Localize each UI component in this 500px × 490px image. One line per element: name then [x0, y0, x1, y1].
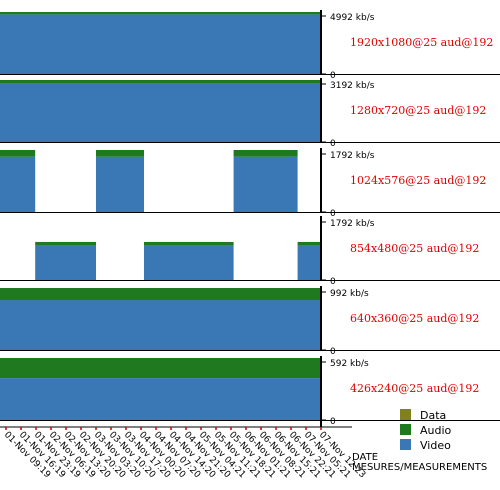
video-bar [297, 245, 320, 280]
y-max-label: 1792 kb/s [330, 219, 375, 229]
audio-bar [233, 150, 298, 157]
profile-label: 1024x576@25 aud@192 [350, 174, 486, 187]
video-bar [96, 156, 144, 212]
audio-bar [0, 80, 320, 84]
profile-label: 426x240@25 aud@192 [350, 382, 479, 395]
legend-label: Video [420, 439, 451, 452]
audio-bar [0, 12, 320, 15]
panel: 4992 kb/s 0 1920x1080@25 aud@192 [0, 10, 500, 81]
x-axis-label: DATE [352, 452, 378, 463]
video-bar [0, 378, 320, 420]
audio-bar [0, 358, 320, 379]
audio-bar [0, 288, 320, 300]
y-zero-label: 0 [330, 347, 336, 357]
x-axis-sublabel: MESURES/MEASUREMENTS [352, 462, 487, 473]
audio-bar [0, 150, 36, 157]
audio-bar [297, 241, 320, 246]
profile-label: 640x360@25 aud@192 [350, 312, 479, 325]
y-max-label: 3192 kb/s [330, 81, 375, 91]
legend-swatch [400, 409, 411, 420]
video-bar [0, 14, 320, 75]
video-bar [233, 156, 298, 212]
y-zero-label: 0 [330, 277, 336, 287]
y-max-label: 4992 kb/s [330, 13, 375, 23]
video-bar [0, 83, 320, 142]
legend: Data Audio Video [400, 409, 452, 452]
y-zero-label: 0 [330, 209, 336, 219]
panel: 1792 kb/s 0 1024x576@25 aud@192 [0, 148, 500, 219]
profile-label: 1280x720@25 aud@192 [350, 104, 486, 117]
profile-label: 854x480@25 aud@192 [350, 242, 479, 255]
audio-bar [35, 241, 96, 246]
y-max-label: 992 kb/s [330, 289, 369, 299]
audio-bar [96, 150, 144, 157]
legend-item: Video [400, 439, 451, 452]
panel: 992 kb/s 0 640x360@25 aud@192 [0, 286, 500, 357]
legend-label: Data [420, 409, 446, 422]
legend-swatch [400, 424, 411, 435]
y-max-label: 592 kb/s [330, 359, 369, 369]
profile-label: 1920x1080@25 aud@192 [350, 36, 493, 49]
legend-swatch [400, 439, 411, 450]
y-zero-label: 0 [330, 417, 336, 427]
legend-item: Audio [400, 424, 452, 437]
panel: 592 kb/s 0 426x240@25 aud@192 [0, 356, 500, 427]
panel: 1792 kb/s 0 854x480@25 aud@192 [0, 216, 500, 287]
panel: 3192 kb/s 0 1280x720@25 aud@192 [0, 78, 500, 149]
y-zero-label: 0 [330, 139, 336, 149]
video-bar [35, 245, 96, 280]
y-max-label: 1792 kb/s [330, 151, 375, 161]
video-bar [0, 300, 320, 350]
video-bar [0, 156, 36, 212]
video-bar [144, 245, 234, 280]
audio-bar [144, 241, 234, 246]
y-zero-label: 0 [330, 71, 336, 81]
legend-label: Audio [420, 424, 452, 437]
legend-item: Data [400, 409, 446, 422]
